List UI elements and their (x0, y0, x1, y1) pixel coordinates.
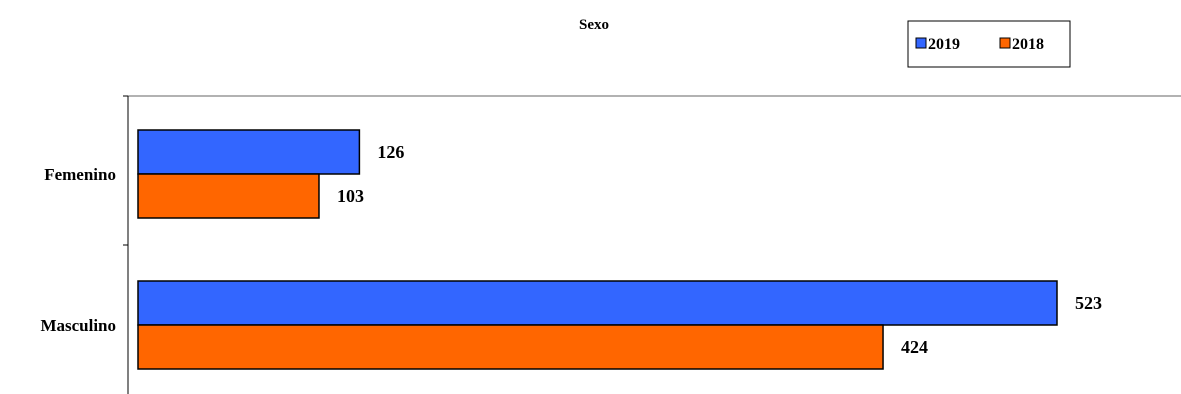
chart-title: Sexo (579, 17, 609, 33)
plot-area: Femenino 126 103 Masculino 523 424 (40, 95, 1181, 394)
legend-box (907, 20, 1071, 68)
bar-2019-femenino (137, 129, 361, 175)
legend-label: 2019 (928, 36, 960, 53)
legend: 2019 2018 (907, 20, 1071, 68)
legend-label: 2018 (1012, 36, 1044, 53)
data-label: 103 (337, 186, 364, 206)
legend-swatch (915, 37, 927, 49)
data-label: 424 (901, 337, 928, 357)
legend-swatch (999, 37, 1011, 49)
bar-2018-femenino (137, 173, 320, 219)
category-label: Masculino (40, 316, 116, 335)
bar-2018-masculino (137, 324, 884, 370)
category-label: Femenino (44, 165, 116, 184)
data-label: 126 (377, 142, 404, 162)
data-label: 523 (1075, 293, 1102, 313)
bar-2019-masculino (137, 280, 1058, 326)
